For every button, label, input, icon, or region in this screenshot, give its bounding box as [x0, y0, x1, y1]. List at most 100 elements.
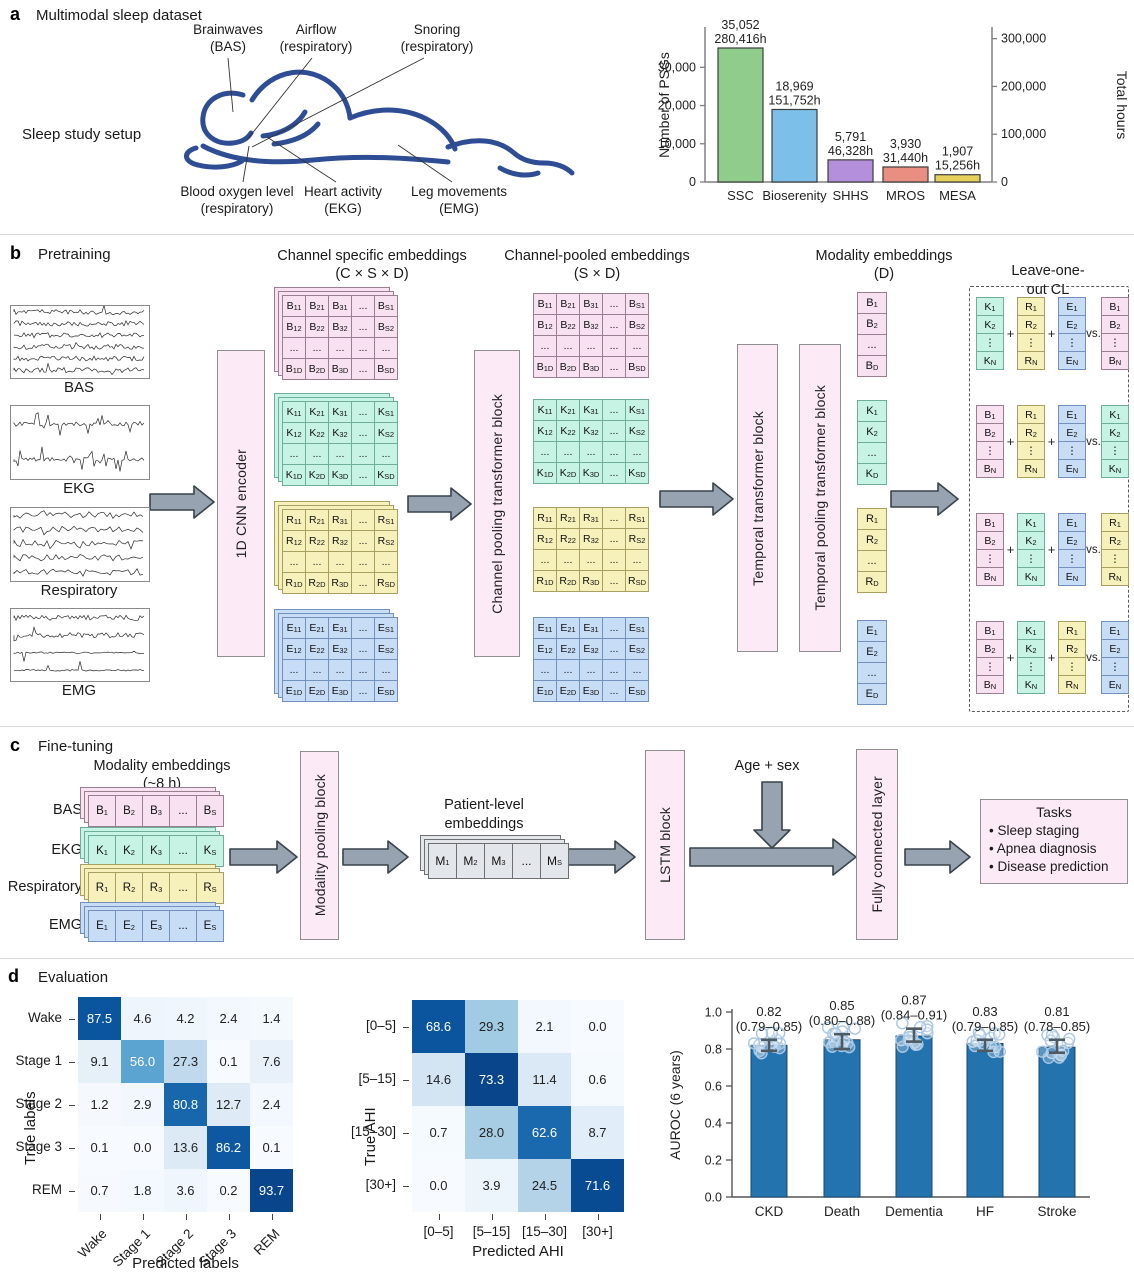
modality-embeddings-ft-title: Modality embeddings [93, 758, 231, 774]
matrix-cell: B 1D [534, 357, 556, 377]
signal-label-ekg: EKG [63, 480, 95, 497]
auroc-category-label: Dementia [885, 1204, 943, 1219]
matrix-cell: ... [626, 550, 648, 570]
person-stroke [184, 145, 245, 170]
heatmap-row-label: Wake [27, 1009, 62, 1025]
flow-arrow [342, 840, 409, 874]
loo-vector: E 1 E 2 ⋮ E N [1058, 405, 1086, 478]
matrix-cell: B 22 [306, 317, 328, 337]
heatmap-cell: 0.7 [412, 1106, 465, 1159]
psg-bar-Bioserenity [771, 108, 818, 183]
matrix-grid: K 1 K 2 K 3... K S [88, 835, 224, 867]
matrix-cell: K 22 [306, 423, 328, 443]
auroc-value-label: 0.81 [1044, 1004, 1069, 1019]
heatmap-row-label: [30+] [365, 1176, 396, 1192]
loo-vector: K 1 K 2 ⋮ K N [1017, 621, 1045, 694]
matrix-cell: R 32 [329, 531, 351, 551]
matrix-cell: E 2D [306, 681, 328, 701]
loo-cell: ⋮ [1102, 658, 1128, 675]
signal-trace [13, 355, 145, 362]
matrix-cell: R S2 [626, 529, 648, 549]
signal-trace [13, 650, 145, 662]
matrix-cell: ... [603, 508, 625, 528]
finetune-row-B: B 1 B 2 B 3... B S [80, 787, 224, 827]
matrix-cell: ... [352, 681, 374, 701]
panel-d-title: Evaluation [38, 969, 109, 986]
x-tick [271, 1214, 273, 1220]
matrix-cell: ... [603, 421, 625, 441]
right-tick-label: 100,000 [1001, 127, 1046, 141]
matrix-cell: R 11 [283, 510, 305, 530]
matrix-grid: M 1 M 2 M 3... M S [428, 843, 569, 879]
task-sleep-staging: Sleep staging [989, 822, 1119, 840]
loo-operator: + [1006, 542, 1015, 557]
matrix-cell: B 32 [580, 315, 602, 335]
heatmap-row-label: [5–15] [358, 1070, 396, 1086]
sleep-stage-confusion-matrix: 87.5 4.6 4.2 2.4 1.4 9.1 56.0 27.3 0.1 7.6 1.2 2.9 8… [8, 965, 348, 1280]
heatmap-row-label: [15–30] [350, 1123, 396, 1139]
heatmap-cell: 68.6 [412, 1000, 465, 1053]
loo-operator: + [1047, 542, 1056, 557]
x-tick [99, 1214, 101, 1220]
matrix-cell: B 21 [306, 296, 328, 316]
loo-vector: R 1 R 2 ⋮ R N [1017, 297, 1045, 370]
matrix-cell: ... [352, 317, 374, 337]
channel-specific-matrix-R: R 11 R 21 R 31... R S1 R 12 R 22 R 32... R S2..........… [274, 501, 398, 594]
x-tick [438, 1214, 440, 1220]
matrix-cell: B 2D [306, 359, 328, 379]
matrix-cell: R S1 [626, 508, 648, 528]
matrix-cell: K 11 [283, 402, 305, 422]
loo-vector: R 1 R 2 ⋮ R N [1017, 405, 1045, 478]
y-tick-label: 0.4 [705, 1117, 722, 1131]
signal-label-respiratory: Respiratory [40, 582, 118, 599]
y-tick [69, 1061, 75, 1063]
matrix-cell: B 2D [557, 357, 579, 377]
matrix-grid: E 11 E 21 E 31... E S1 E 12 E 22 E 32... E S2..........… [282, 617, 398, 702]
channel-pooled-matrix-B: B 11 B 21 B 31... B S1 B 12 B 22 B 32... B S2..........… [533, 293, 649, 378]
matrix-cell: B 12 [283, 317, 305, 337]
matrix-cell: E 12 [534, 639, 556, 659]
modality-vector-K: K 1 K 2... K D [857, 400, 887, 485]
ekg-waveform [13, 412, 145, 472]
signal-box-emg [10, 608, 150, 682]
matrix-cell: R S1 [375, 510, 397, 530]
x-tick [185, 1214, 187, 1220]
matrix-cell: R 3D [329, 573, 351, 593]
modality-vector-E: E 1 E 2... E D [857, 620, 887, 705]
loo-operator: vs. [1086, 327, 1101, 340]
matrix-cell: E 1D [534, 681, 556, 701]
channel-specific-matrix-K: K 11 K 21 K 31... K S1 K 12 K 22 K 32... K S2..........… [274, 393, 398, 486]
bar-hours-label: 31,440h [883, 151, 928, 165]
panel-divider [0, 234, 1134, 235]
panel-divider [0, 726, 1134, 727]
matrix-cell: E 3D [329, 681, 351, 701]
matrix-cell: ... [603, 294, 625, 314]
matrix-cell: B 3D [580, 357, 602, 377]
flow-arrow [149, 485, 215, 519]
matrix-cell: ... [352, 552, 374, 572]
annotation-leader-lines [227, 57, 453, 183]
channel-specific-embeddings-title: Channel specific embeddings [277, 248, 467, 264]
matrix-cell: E 1D [283, 681, 305, 701]
signal-label-emg: EMG [61, 682, 97, 699]
matrix-cell: R 3D [580, 571, 602, 591]
leader-line [227, 57, 234, 113]
heatmap-cell: 3.9 [465, 1159, 518, 1212]
